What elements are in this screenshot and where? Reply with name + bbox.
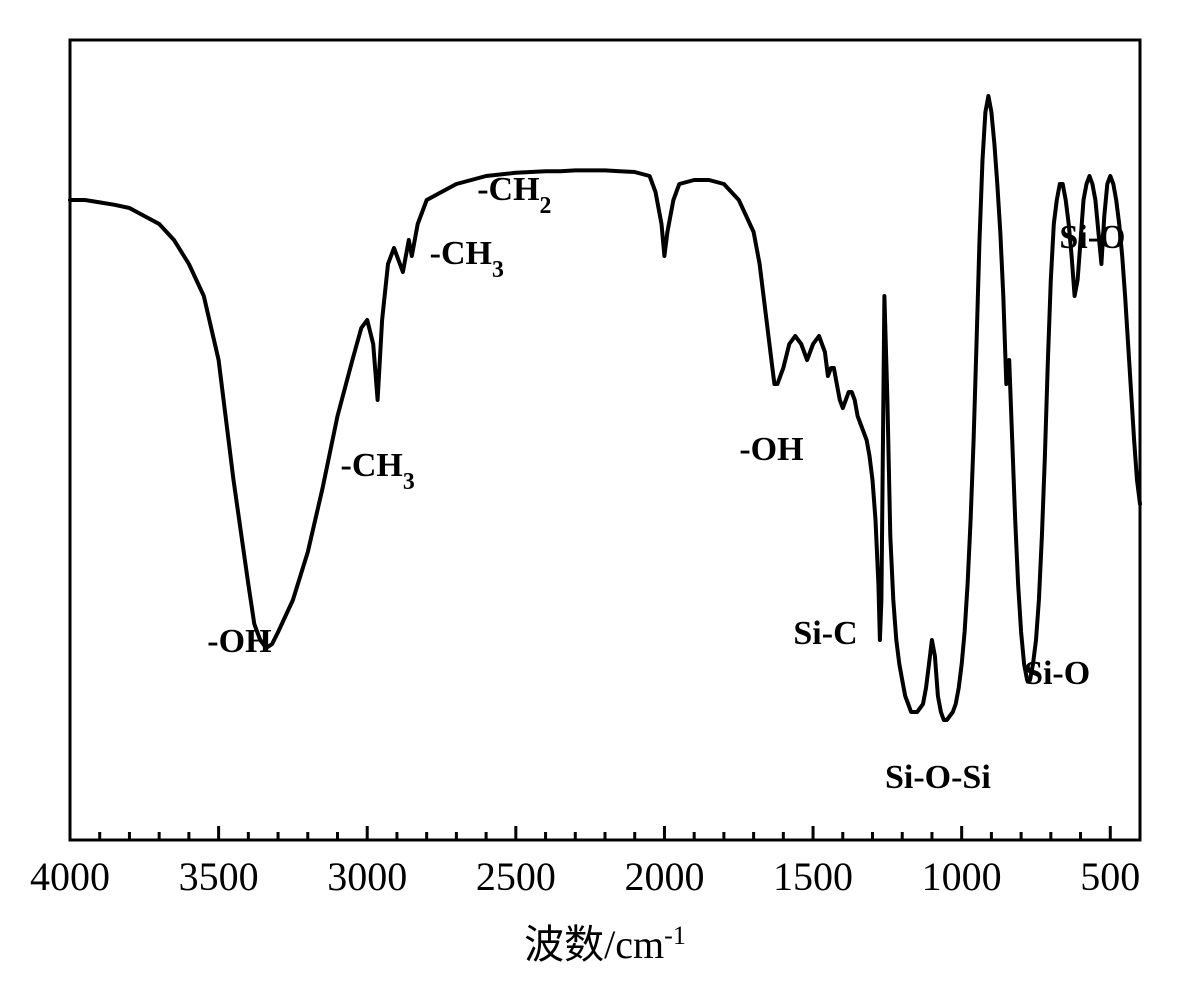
svg-text:Si-O: Si-O <box>1024 655 1090 692</box>
svg-text:-OH: -OH <box>739 431 803 468</box>
svg-text:3500: 3500 <box>179 854 259 899</box>
svg-text:Si-C: Si-C <box>793 615 857 652</box>
svg-text:Si-O: Si-O <box>1059 219 1125 256</box>
svg-text:500: 500 <box>1080 854 1140 899</box>
svg-text:1500: 1500 <box>773 854 853 899</box>
svg-text:Si-O-Si: Si-O-Si <box>885 759 991 796</box>
ir-spectrum-chart: 4000 3500 3000 2500 2000 1500 1000 500 波数/cm-1 -O… <box>0 0 1187 1008</box>
svg-text:波数/cm-1: 波数/cm-1 <box>524 921 686 968</box>
svg-text:1000: 1000 <box>922 854 1002 899</box>
svg-text:2000: 2000 <box>624 854 704 899</box>
svg-text:4000: 4000 <box>30 854 110 899</box>
svg-text:-OH: -OH <box>207 623 271 660</box>
svg-text:3000: 3000 <box>327 854 407 899</box>
svg-text:2500: 2500 <box>476 854 556 899</box>
